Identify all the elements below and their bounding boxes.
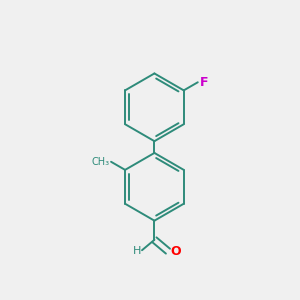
Text: F: F: [200, 76, 208, 89]
Text: O: O: [170, 245, 181, 258]
Text: H: H: [133, 246, 141, 256]
Text: CH₃: CH₃: [91, 157, 109, 167]
